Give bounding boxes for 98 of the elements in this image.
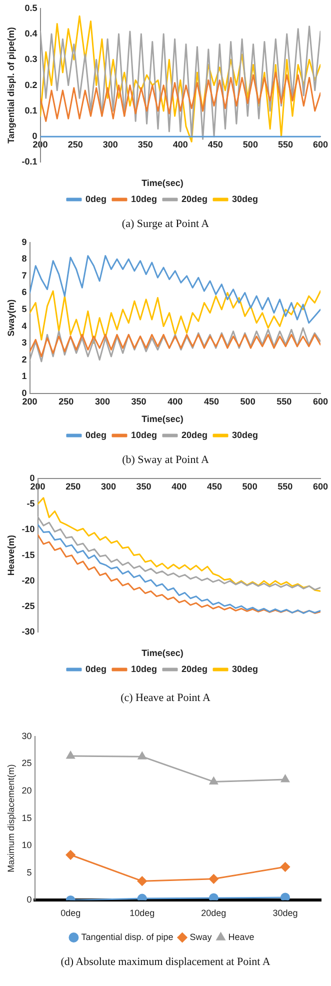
x-tick-label: 600 — [312, 396, 328, 406]
x-tick-label: 350 — [138, 139, 153, 150]
y-tick-label: 0.3 — [24, 54, 38, 64]
y-tick-label: 20 — [22, 785, 32, 796]
y-tick-label: 0.5 — [24, 2, 38, 13]
y-tick-label: -20 — [22, 575, 35, 586]
point — [138, 752, 146, 760]
y-tick-label: -30 — [22, 626, 35, 637]
legend-label: 10deg — [130, 664, 157, 674]
legend-label: 0deg — [85, 194, 106, 204]
x-tick-label: 500 — [242, 481, 258, 492]
x-tick-label: 350 — [131, 396, 146, 406]
legend-label: 30deg — [232, 664, 258, 674]
y-tick-label: -25 — [22, 601, 35, 612]
y-tick-label: 7 — [22, 270, 27, 280]
legend-label: 30deg — [232, 194, 258, 204]
text: (c) Heave at Point A — [120, 692, 212, 704]
legend-label: Tangential disp. of pipe — [81, 932, 174, 942]
y-tick-label: 5 — [26, 867, 32, 878]
x-tick-label: 10deg — [130, 908, 155, 918]
y-tick-label: 0 — [22, 388, 27, 398]
x-tick-label: 350 — [136, 481, 152, 492]
y-tick-label: 0 — [30, 472, 35, 483]
legend-label: 10deg — [130, 430, 157, 440]
point — [280, 892, 290, 900]
y-tick-label: 6 — [22, 287, 27, 298]
point — [281, 774, 290, 782]
point — [66, 751, 75, 759]
x-tick-label: 250 — [58, 396, 74, 406]
x-tick-label: 550 — [278, 481, 293, 492]
point — [209, 776, 218, 784]
y-tick-label: -10 — [22, 524, 35, 534]
legend-label: 0deg — [85, 430, 106, 440]
y-tick-label: 30 — [22, 730, 32, 741]
legend-label: Heave — [228, 932, 254, 942]
x-tick-label: 0deg — [60, 908, 81, 918]
x-axis-title: Time(sec) — [142, 178, 184, 188]
y-tick-label: 5 — [22, 304, 27, 314]
x-tick-label: 450 — [204, 396, 219, 406]
y-tick-label: -0.1 — [22, 156, 38, 167]
x-tick-label: 30deg — [272, 908, 298, 918]
legend-label: 20deg — [181, 430, 208, 440]
x-tick-label: 200 — [30, 481, 46, 492]
x-tick-label: 550 — [278, 139, 293, 150]
x-axis-title: Time(sec) — [142, 414, 184, 424]
point — [280, 862, 290, 872]
x-tick-label: 550 — [276, 396, 292, 406]
x-tick-label: 300 — [100, 481, 116, 492]
legend-label: 20deg — [181, 664, 208, 674]
point — [208, 893, 218, 900]
y-tick-label: 0 — [32, 131, 38, 142]
x-tick-label: 20deg — [201, 908, 226, 918]
x-tick-label: 200 — [32, 139, 48, 150]
point — [137, 876, 147, 886]
legend-label: 20deg — [181, 194, 208, 204]
x-tick-label: 400 — [172, 139, 188, 150]
x-tick-label: 300 — [102, 139, 118, 150]
y-tick-label: 9 — [22, 236, 27, 247]
y-tick-label: 1 — [22, 371, 27, 382]
y-tick-label: 25 — [22, 758, 32, 768]
y-axis-title: Sway(m) — [6, 299, 16, 336]
y-tick-label: 2 — [22, 354, 27, 364]
y-tick-label: -5 — [26, 498, 35, 509]
x-tick-label: 300 — [94, 396, 110, 406]
x-tick-label: 200 — [22, 396, 38, 406]
text: (d) Absolute maximum displacement at Point A — [60, 956, 272, 968]
y-tick-label: 8 — [22, 254, 27, 264]
point — [66, 850, 76, 860]
x-tick-label: 500 — [242, 139, 258, 150]
x-tick-label: 400 — [172, 481, 187, 492]
legend-label: 30deg — [232, 430, 258, 440]
point — [208, 874, 218, 884]
y-tick-label: 0.1 — [24, 105, 38, 116]
y-tick-label: 3 — [22, 338, 27, 348]
y-axis-title: Maximum displacement(m) — [6, 764, 16, 872]
x-tick-label: 450 — [208, 139, 223, 150]
x-tick-label: 400 — [168, 396, 183, 406]
legend-label: 10deg — [130, 194, 157, 204]
y-tick-label: -15 — [22, 550, 35, 560]
y-tick-label: 0 — [26, 894, 32, 905]
x-tick-label: 600 — [312, 481, 328, 492]
legend-label: Sway — [190, 932, 212, 942]
x-tick-label: 250 — [66, 481, 81, 492]
x-tick-label: 250 — [68, 139, 83, 150]
legend-label: 0deg — [85, 664, 106, 674]
y-tick-label: 4 — [22, 320, 27, 331]
x-axis-title: Time(sec) — [142, 648, 184, 658]
y-tick-label: 0.4 — [24, 28, 38, 39]
x-tick-label: 500 — [240, 396, 256, 406]
x-tick-label: 450 — [206, 481, 222, 492]
y-axis-title: Heave(m) — [6, 535, 16, 576]
text: (a) Surge at Point A — [120, 218, 210, 230]
x-tick-label: 600 — [312, 139, 328, 150]
y-tick-label: 15 — [22, 812, 32, 823]
y-axis-title: Tangential displ. of pipe(m) — [6, 27, 16, 144]
y-tick-label: 10 — [22, 840, 32, 850]
y-tick-label: 0.2 — [24, 80, 38, 90]
text: (b) Sway at Point A — [121, 454, 210, 466]
